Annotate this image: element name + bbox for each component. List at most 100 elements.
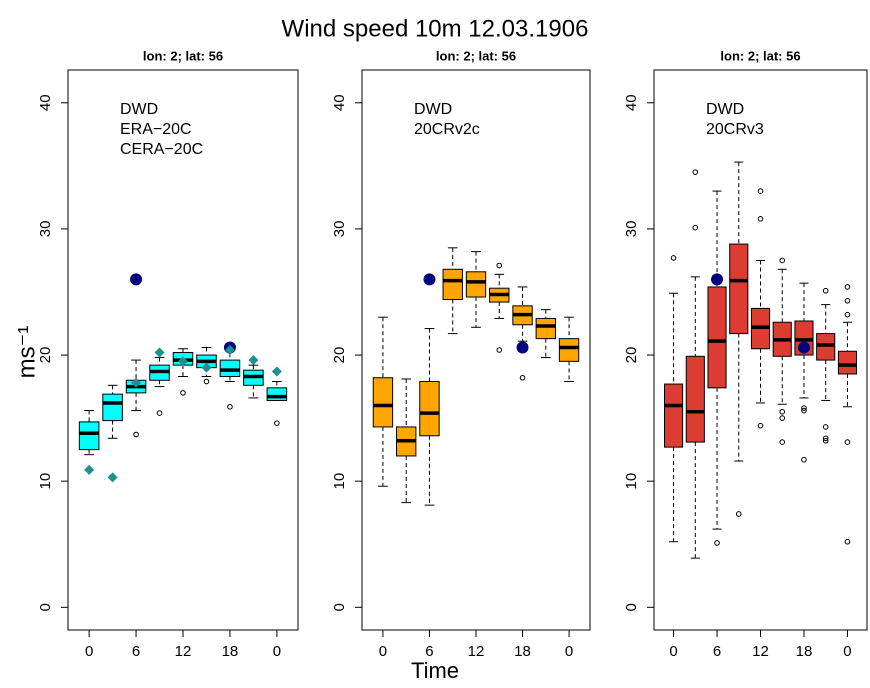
x-tick-label: 6 <box>425 643 433 660</box>
y-tick-label: 10 <box>37 473 54 490</box>
outlier <box>274 420 280 426</box>
x-tick-label: 0 <box>379 643 387 660</box>
box <box>816 333 836 361</box>
outlier <box>692 169 699 175</box>
legend-entry: 20CRv3 <box>706 121 764 138</box>
point <box>797 341 810 354</box>
point <box>131 377 142 388</box>
y-tick-label: 20 <box>331 347 348 364</box>
y-tick-label: 0 <box>331 603 348 611</box>
outlier <box>822 287 829 294</box>
outlier <box>822 424 829 430</box>
outlier <box>801 456 807 463</box>
point <box>154 347 165 358</box>
outlier <box>180 390 186 396</box>
x-tick-label: 0 <box>273 643 281 660</box>
outlier <box>670 255 677 261</box>
box <box>465 271 487 298</box>
legend-entry: CERA−20C <box>120 141 203 158</box>
x-tick-label: 6 <box>132 643 140 660</box>
outlier <box>692 224 699 231</box>
x-tick-label: 18 <box>514 643 531 660</box>
outlier <box>822 435 829 442</box>
point <box>201 362 212 373</box>
point <box>423 273 436 286</box>
x-tick-label: 0 <box>843 643 851 660</box>
point <box>271 366 282 377</box>
outlier <box>133 431 139 438</box>
box <box>266 387 288 401</box>
outlier <box>844 538 851 545</box>
x-tick-label: 0 <box>85 643 93 660</box>
x-tick-label: 12 <box>175 643 192 660</box>
y-tick-label: 20 <box>623 347 640 364</box>
box <box>442 268 463 301</box>
outlier <box>801 405 807 411</box>
plot-frame <box>67 69 299 631</box>
legend-entry: 20CRv2c <box>414 121 480 138</box>
panel-title: lon: 2; lat: 56 <box>143 48 223 63</box>
outlier <box>203 378 210 385</box>
x-tick-label: 18 <box>796 643 813 660</box>
plot-frame <box>361 69 591 631</box>
y-tick-label: 30 <box>623 221 640 238</box>
y-tick-label: 40 <box>623 94 640 111</box>
panel-title: lon: 2; lat: 56 <box>720 48 800 63</box>
outlier <box>735 511 742 517</box>
x-tick-label: 0 <box>669 643 677 660</box>
point <box>224 345 235 355</box>
box <box>78 421 100 451</box>
box <box>707 286 727 389</box>
x-tick-label: 6 <box>713 643 721 660</box>
box <box>219 359 241 377</box>
y-tick-label: 10 <box>331 473 348 490</box>
outlier <box>496 347 503 353</box>
y-tick-label: 30 <box>331 221 348 238</box>
outlier <box>757 216 764 222</box>
y-tick-label: 40 <box>331 94 348 111</box>
x-axis-label: Time <box>411 658 459 683</box>
box <box>372 377 394 428</box>
plot-frame <box>653 69 868 631</box>
outlier <box>779 415 786 421</box>
point <box>248 355 259 366</box>
point <box>711 273 724 286</box>
outlier <box>844 284 851 290</box>
x-tick-label: 0 <box>565 643 573 660</box>
y-axis-label: ms⁻¹ <box>13 326 40 379</box>
box <box>419 381 440 437</box>
box <box>837 350 857 375</box>
chart-title: Wind speed 10m 12.03.1906 <box>282 15 589 42</box>
y-tick-label: 10 <box>623 473 640 490</box>
point <box>130 273 143 286</box>
box <box>558 338 580 362</box>
legend-entry: ERA−20C <box>120 121 192 138</box>
x-tick-label: 12 <box>468 643 485 660</box>
box <box>102 393 123 422</box>
point <box>516 341 529 354</box>
point <box>84 464 95 475</box>
outlier <box>757 422 764 429</box>
y-tick-label: 0 <box>623 603 640 611</box>
outlier <box>779 439 786 445</box>
outlier <box>496 262 503 269</box>
y-tick-label: 40 <box>37 94 54 111</box>
box <box>664 383 684 448</box>
outlier <box>844 439 851 445</box>
outlier <box>844 298 851 304</box>
outlier <box>779 257 786 264</box>
outlier <box>227 403 233 410</box>
outlier <box>757 188 764 194</box>
box <box>535 317 556 340</box>
panel-title: lon: 2; lat: 56 <box>436 48 516 63</box>
y-tick-label: 30 <box>37 221 54 238</box>
x-tick-label: 18 <box>222 643 239 660</box>
box <box>685 355 705 443</box>
legend-entry: DWD <box>414 101 452 118</box>
point <box>107 472 118 483</box>
outlier <box>519 374 526 381</box>
point <box>178 356 188 367</box>
box <box>729 243 749 335</box>
outlier <box>801 407 807 414</box>
